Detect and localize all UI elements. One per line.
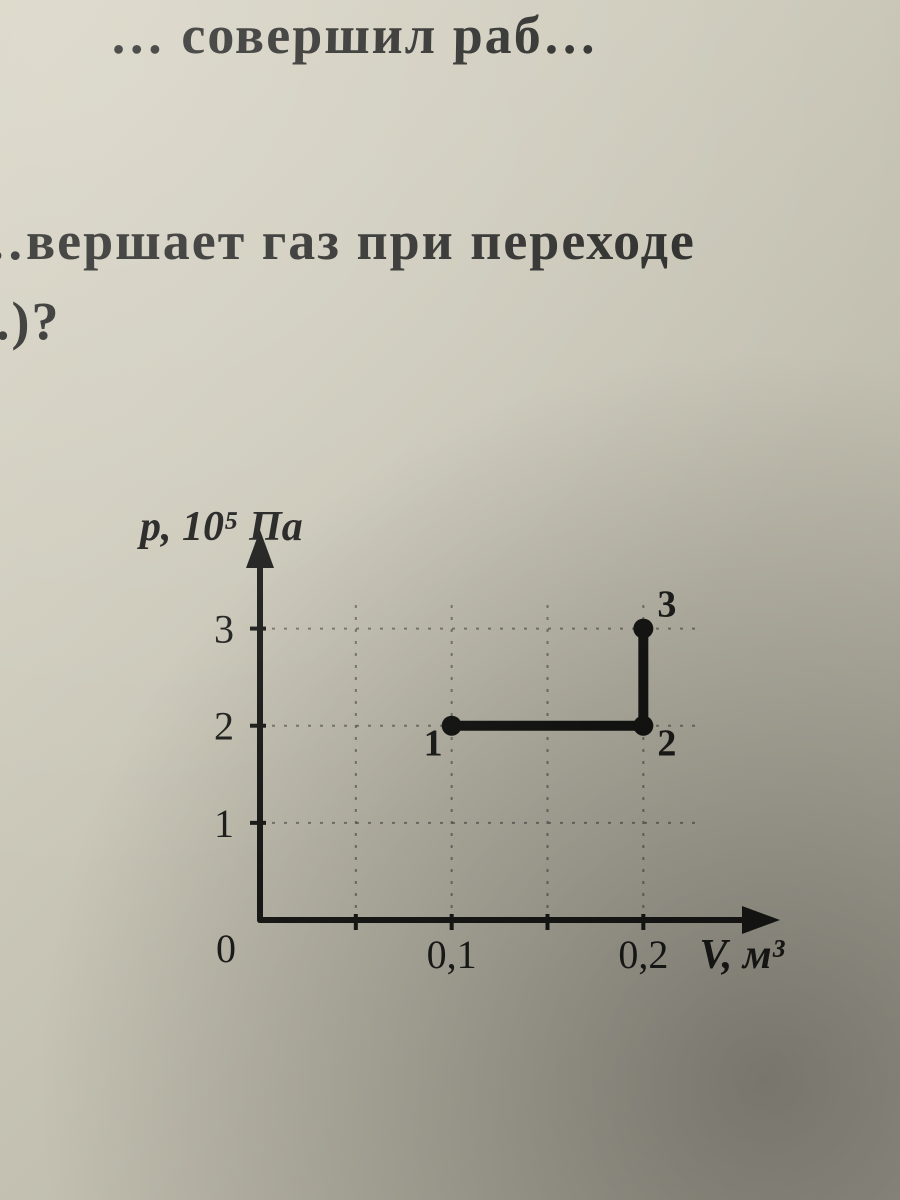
svg-text:3: 3 xyxy=(657,584,676,626)
pv-chart: 1 2 3 1 2 3 0 0,1 0,2 p, 10⁵ Па V, м³ xyxy=(130,470,790,1030)
svg-text:0: 0 xyxy=(216,926,236,971)
svg-text:3: 3 xyxy=(214,607,234,652)
svg-text:1: 1 xyxy=(424,723,443,765)
svg-text:p, 10⁵ Па: p, 10⁵ Па xyxy=(137,504,303,550)
svg-text:2: 2 xyxy=(657,723,676,765)
text-line-mid2: .)? xyxy=(0,290,60,352)
text-line-top: … совершил раб… xyxy=(109,4,599,66)
page: { "text": { "line_top_partial": "… совер… xyxy=(0,0,900,1200)
svg-text:V, м³: V, м³ xyxy=(699,932,785,978)
svg-text:0,1: 0,1 xyxy=(427,932,477,977)
pv-chart-svg: 1 2 3 1 2 3 0 0,1 0,2 p, 10⁵ Па V, м³ xyxy=(130,470,790,1030)
svg-text:2: 2 xyxy=(214,704,234,749)
svg-text:0,2: 0,2 xyxy=(618,932,668,977)
text-line-mid: …вершает газ при переходе xyxy=(0,210,696,272)
svg-text:1: 1 xyxy=(214,801,234,846)
